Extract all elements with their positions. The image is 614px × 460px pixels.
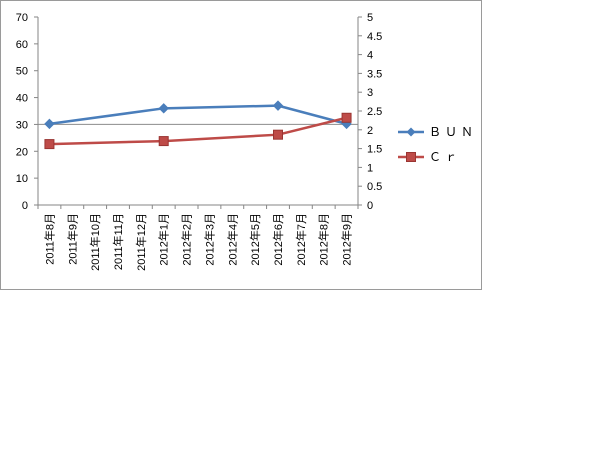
line-chart: 0 10 20 30 40 50 60 70 0 0.5 1 1.5 2 2.5 3 3.5 4 4.5 5 2011… [16,12,477,271]
x-tick-label: 2012年8月 [317,213,331,266]
x-tick-label: 2012年7月 [294,213,308,266]
left-tick-label: 40 [16,93,28,105]
x-tick-label: 2011年12月 [134,213,148,271]
legend-marker [406,152,416,162]
right-tick-label: 3 [367,87,373,99]
x-tick-label: 2012年5月 [248,213,262,266]
x-tick-label: 2012年4月 [225,213,239,266]
x-tick-label: 2012年9月 [340,213,354,266]
x-tick-label: 2012年6月 [271,213,285,266]
series-line [49,116,347,146]
data-point [44,118,55,130]
right-tick-label: 0.5 [367,181,382,193]
right-tick-label: 1.5 [367,144,382,156]
x-tick-label: 2011年9月 [65,213,79,265]
x-tick-label: 2011年11月 [111,213,125,270]
right-tick-label: 3.5 [367,68,382,80]
right-tick-label: 5 [367,12,373,24]
data-point [44,139,55,150]
right-tick-label: 2 [367,125,373,137]
x-tick-label: 2012年1月 [157,213,171,266]
right-tick-label: 4.5 [367,31,382,43]
left-tick-label: 0 [22,200,28,212]
right-tick-label: 0 [367,200,373,212]
data-point [341,112,352,123]
legend-label: Ｃｒ [429,150,461,164]
right-tick-label: 1 [367,162,373,174]
chart-frame: 0 10 20 30 40 50 60 70 0 0.5 1 1.5 2 2.5 3 3.5 4 4.5 5 2011… [0,0,482,290]
data-point [158,103,169,114]
right-tick-label: 4 [367,50,373,62]
legend-label: ＢＵＮ [429,125,477,139]
x-tick-label: 2012年2月 [180,213,194,266]
series-line [49,104,347,126]
x-tick-label: 2012年3月 [202,213,216,266]
x-tick-label: 2011年8月 [42,213,56,265]
data-point [273,129,283,140]
data-point [158,136,169,147]
x-tick-label: 2011年10月 [88,213,102,271]
legend-marker [406,127,416,137]
data-point [272,100,284,111]
left-tick-label: 70 [16,12,28,24]
left-tick-label: 60 [16,39,28,51]
left-tick-label: 30 [16,119,28,131]
left-tick-label: 10 [16,173,28,185]
left-tick-label: 20 [16,146,28,158]
right-tick-label: 2.5 [367,106,382,118]
left-tick-label: 50 [16,66,28,78]
